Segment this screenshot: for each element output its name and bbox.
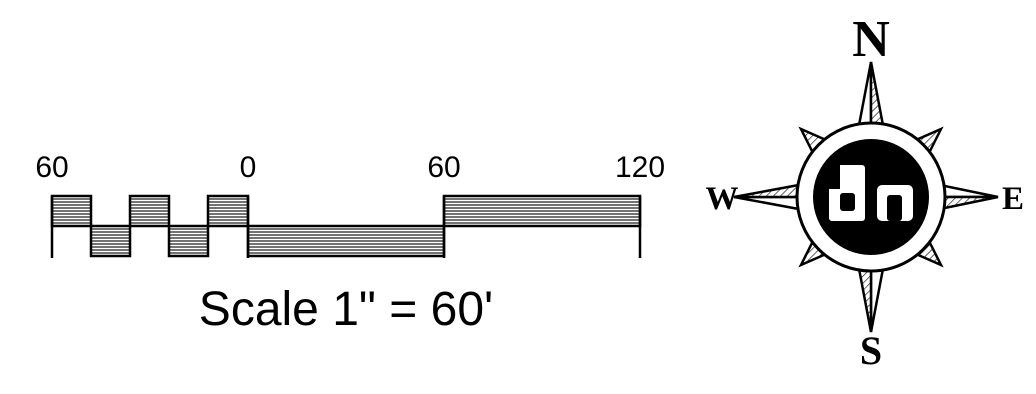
scale-bar: 60 0 60 120 Scale 1" = 60'	[35, 151, 665, 336]
scale-block	[128, 194, 171, 228]
scale-block	[50, 194, 93, 228]
scale-tick-label-0: 0	[240, 151, 257, 184]
scale-block	[246, 224, 446, 258]
compass-label-east: E	[1002, 181, 1024, 217]
scale-block	[442, 194, 642, 228]
compass-rose: N S E W	[706, 11, 1025, 373]
compass-label-west: W	[706, 181, 739, 217]
ba-logo	[829, 165, 913, 221]
compass-label-south: S	[860, 328, 882, 373]
scale-tick-label-120: 120	[615, 151, 665, 184]
scale-block	[89, 224, 132, 258]
scale-block	[167, 224, 210, 258]
scale-block	[206, 194, 250, 228]
compass-label-north: N	[852, 11, 890, 68]
scale-caption: Scale 1" = 60'	[199, 283, 493, 336]
scale-tick-label-left-60: 60	[35, 151, 68, 184]
scale-tick-label-60: 60	[427, 151, 460, 184]
